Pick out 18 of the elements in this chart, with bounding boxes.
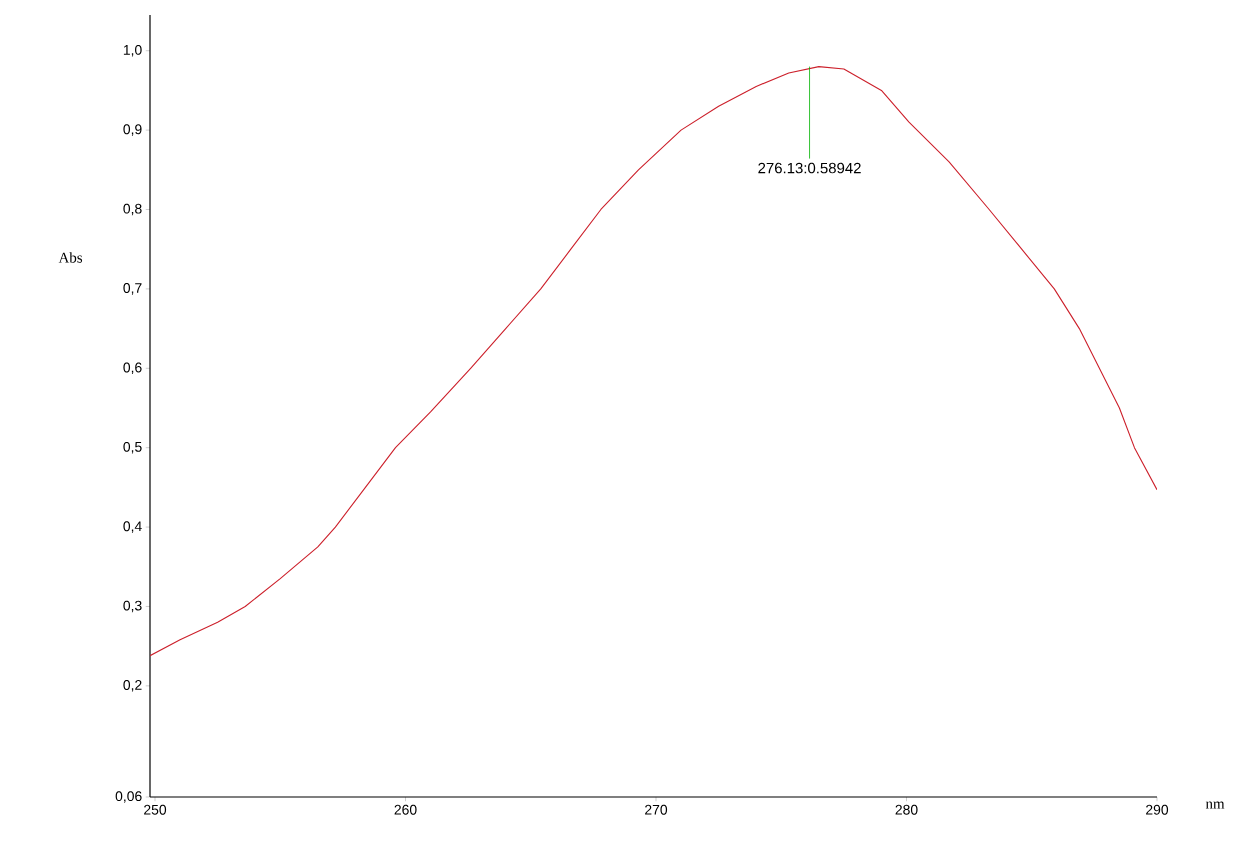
y-tick-label: 0,6 [123,362,142,375]
annotation: 276.13:0.58942 [758,162,861,174]
y-tick-label: 0,7 [123,283,142,295]
y-tick-label: 0,2 [123,680,142,692]
y-tick-label: 0,9 [123,124,142,136]
x-tick-label: 280 [895,804,918,815]
y-tick-label: 1,0 [123,44,142,57]
x-axis-title: nm [1205,801,1225,809]
x-tick-label: 250 [144,804,167,815]
y-tick-label: 0,3 [123,600,142,613]
y-axis-title: Abs [58,252,83,263]
y-tick-label: 0,8 [123,203,142,216]
x-tick-label: 290 [1146,804,1169,815]
x-tick-label: 270 [645,804,668,815]
y-tick-label: 0,06 [115,791,142,803]
x-tick-label: 260 [394,804,417,815]
y-tick-label: 0,4 [123,521,142,533]
y-tick-label: 0,5 [123,441,142,454]
